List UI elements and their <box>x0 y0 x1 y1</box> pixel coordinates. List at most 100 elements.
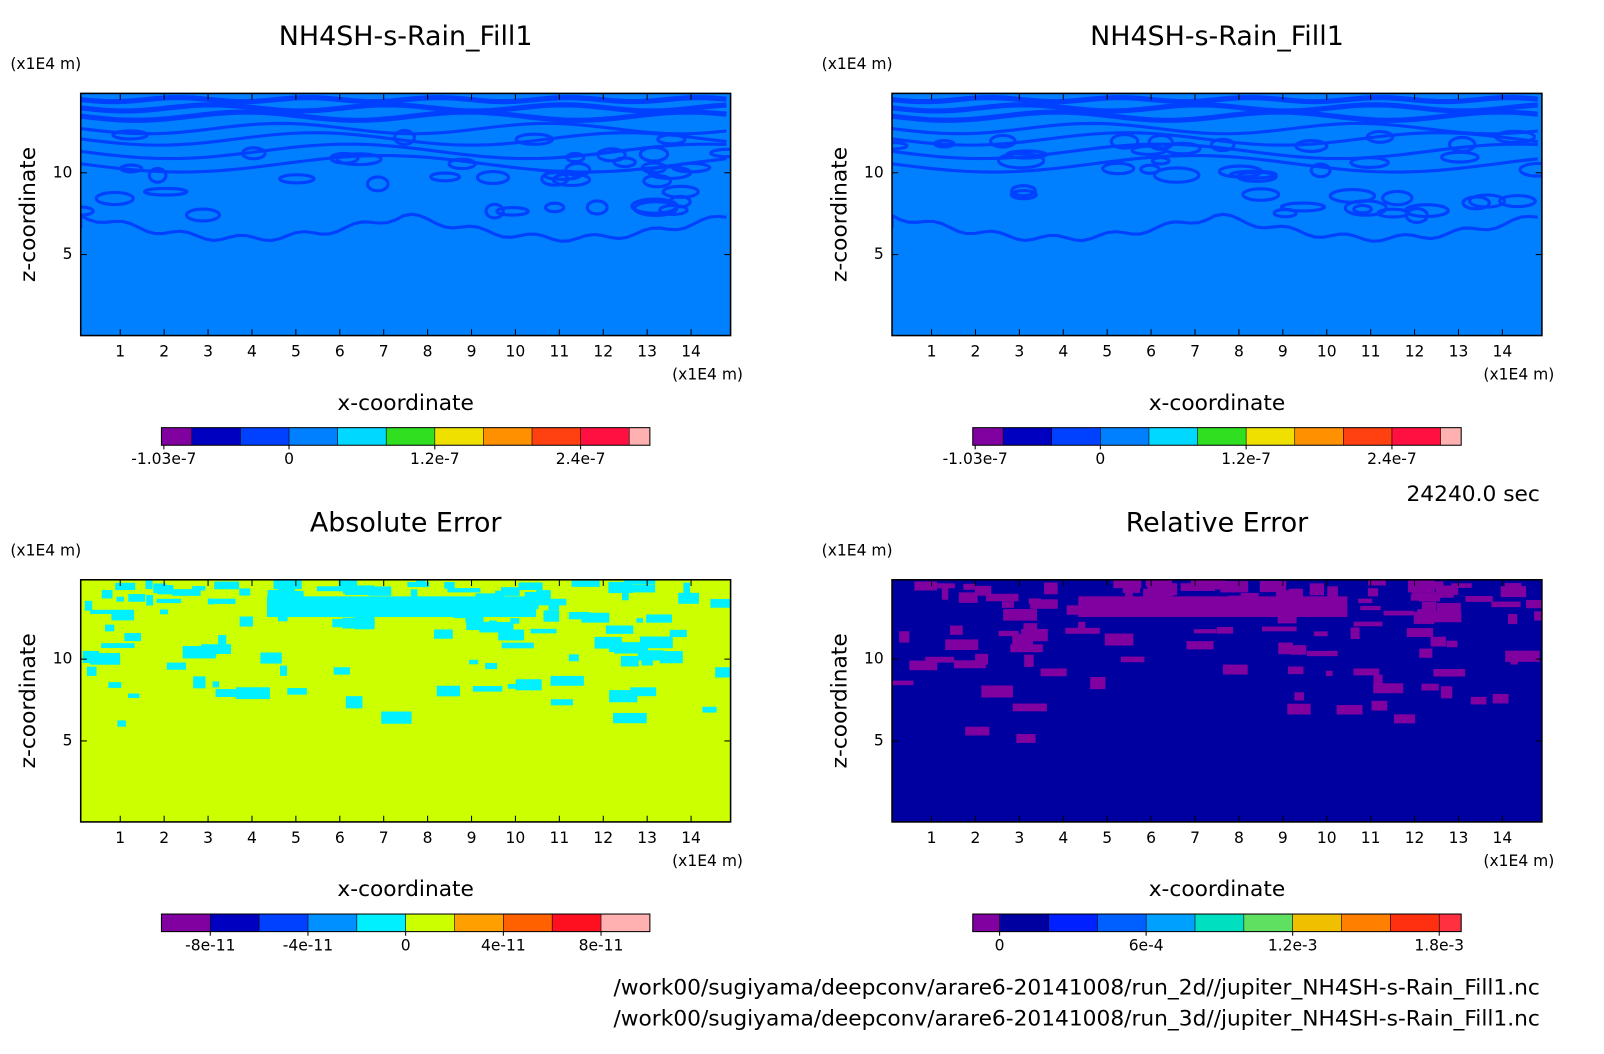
contour-patch <box>1222 664 1248 675</box>
contour-patch <box>172 589 201 596</box>
x-tick-label: 1 <box>115 829 125 847</box>
x-tick-label: 3 <box>203 829 213 847</box>
x-tick-label: 9 <box>467 829 477 847</box>
colorbar-segment <box>1440 427 1462 446</box>
contour-patch <box>267 590 286 601</box>
contour-island <box>1498 194 1537 209</box>
x-tick-label: 11 <box>549 829 569 847</box>
contour-patch <box>1358 598 1373 604</box>
x-tick-label: 13 <box>1449 343 1469 361</box>
contour-island <box>278 173 316 185</box>
contour-patch <box>479 604 496 613</box>
field <box>80 579 731 822</box>
x-tick-label: 10 <box>506 829 526 847</box>
contour-island <box>997 151 1046 170</box>
colorbar-segment <box>580 427 630 446</box>
contour-island <box>1494 129 1537 145</box>
contour-island <box>447 157 477 171</box>
contour-patch <box>548 605 560 611</box>
panel-title: NH4SH-s-Rain_Fill1 <box>279 21 533 52</box>
contour-patch <box>449 601 469 606</box>
x-tick-label: 8 <box>1234 343 1244 361</box>
contour-patch <box>116 596 124 602</box>
contour-patch <box>207 598 215 605</box>
x-tick-label: 10 <box>1317 343 1337 361</box>
colorbar-segment <box>307 914 357 932</box>
contour-patch <box>935 583 955 589</box>
contour-patch <box>518 582 543 591</box>
contour-patch <box>621 588 629 601</box>
x-axis-label: x-coordinate <box>1149 877 1286 902</box>
colorbar-segment <box>1148 427 1198 446</box>
contour-patch <box>495 590 505 598</box>
contour-patch <box>510 618 520 624</box>
contour-patch <box>1353 668 1380 676</box>
contour-island <box>1147 133 1174 151</box>
contour-island <box>989 133 1017 149</box>
contour-patch <box>678 592 699 604</box>
contour-island <box>543 201 566 214</box>
contour-patch <box>1526 599 1542 609</box>
contour-patch <box>485 662 498 670</box>
colorbar-tick-label: 4e-11 <box>481 937 526 955</box>
x-tick-label: 2 <box>159 343 169 361</box>
field <box>892 93 1542 336</box>
contour-island <box>329 151 360 165</box>
contour-island <box>184 207 222 223</box>
contour-patch <box>447 588 481 593</box>
contour-patch <box>117 720 126 727</box>
contour-patch <box>1023 623 1038 635</box>
contour-patch <box>636 618 644 623</box>
x-tick-label: 14 <box>1493 829 1513 847</box>
contour-patch <box>407 581 430 588</box>
contour-patch <box>84 600 93 611</box>
contour-patch <box>90 609 113 615</box>
contour-patch <box>410 589 418 598</box>
y-tick-label: 10 <box>864 163 884 181</box>
contour-patch <box>1085 601 1115 609</box>
file-path: /work00/sugiyama/deepconv/arare6-2014100… <box>613 976 1539 1001</box>
contour-patch <box>145 580 153 590</box>
colorbar-tick-label: 1.2e-3 <box>1268 937 1318 955</box>
contour-island <box>1217 164 1263 179</box>
contour-patch <box>475 593 499 604</box>
contour-island <box>365 175 390 193</box>
contour-band <box>892 121 1538 136</box>
x-axis-label: x-coordinate <box>337 391 474 416</box>
colorbar-segment <box>1003 427 1052 446</box>
contour-patch <box>193 676 206 689</box>
colorbar-frame <box>160 427 651 446</box>
file-path: /work00/sugiyama/deepconv/arare6-2014100… <box>613 1007 1539 1032</box>
colorbar-segment <box>240 427 290 446</box>
contour-patch <box>1261 626 1297 632</box>
panel: Relative Error (x1E4 m) (x1E4 m) x-coordina… <box>822 507 1555 955</box>
x-tick-label: 5 <box>291 829 301 847</box>
contour-patch <box>507 683 539 689</box>
contour-patch <box>239 616 253 627</box>
contour-patch <box>332 618 343 628</box>
colorbar-segment <box>1097 914 1147 932</box>
contour-patch <box>659 651 683 664</box>
x-axis-label: x-coordinate <box>337 877 474 902</box>
y-tick-label: 5 <box>63 245 73 263</box>
contour-patch <box>277 584 295 592</box>
contour-patch <box>166 662 187 670</box>
contour-island <box>1294 139 1329 153</box>
contour-island <box>1130 144 1168 156</box>
contour-patch <box>280 665 288 676</box>
contour-island <box>1241 187 1281 202</box>
colorbar-segment <box>161 427 192 446</box>
colorbar-segment <box>454 914 504 932</box>
contour-island <box>630 197 679 215</box>
contour-patch <box>239 588 251 596</box>
contour-patch <box>702 706 717 713</box>
contour-patch <box>715 667 731 678</box>
contour-patch <box>985 593 1019 602</box>
field <box>80 93 731 336</box>
contour-patch <box>1016 734 1036 743</box>
contour-patch <box>1143 588 1169 599</box>
colorbar-tick-label: 6e-4 <box>1129 937 1164 955</box>
colorbar-segment <box>356 914 406 932</box>
contour-patch <box>90 653 121 665</box>
contour-patch <box>101 643 135 649</box>
